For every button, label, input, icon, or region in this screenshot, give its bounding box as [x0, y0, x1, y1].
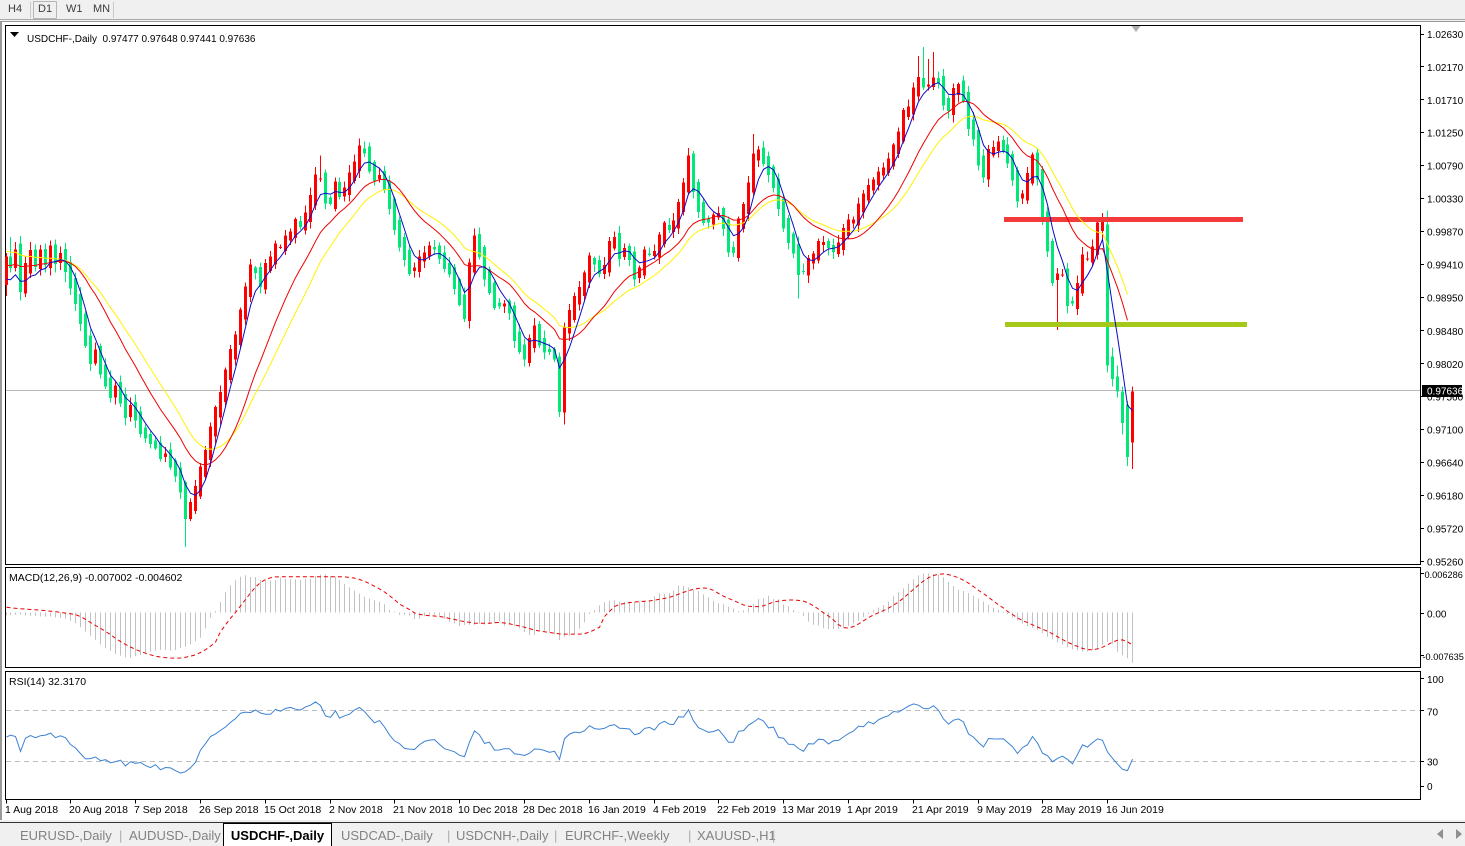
svg-text:13 Mar 2019: 13 Mar 2019 — [782, 804, 841, 816]
svg-text:1.01250: 1.01250 — [1427, 129, 1464, 140]
svg-text:10 Dec 2018: 10 Dec 2018 — [458, 804, 518, 816]
svg-text:0.97560: 0.97560 — [1427, 393, 1464, 404]
svg-text:1.00790: 1.00790 — [1427, 162, 1464, 173]
svg-text:100: 100 — [1427, 675, 1444, 686]
svg-text:28 May 2019: 28 May 2019 — [1041, 804, 1102, 816]
svg-text:1.02170: 1.02170 — [1427, 63, 1464, 74]
svg-text:RSI(14) 32.3170: RSI(14) 32.3170 — [9, 676, 86, 688]
svg-text:-0.007635: -0.007635 — [1423, 652, 1464, 662]
svg-text:0.96640: 0.96640 — [1427, 459, 1464, 470]
svg-text:7 Sep 2018: 7 Sep 2018 — [134, 804, 188, 816]
svg-text:0.96180: 0.96180 — [1427, 492, 1464, 503]
svg-text:2 Nov 2018: 2 Nov 2018 — [329, 804, 383, 816]
svg-text:MACD(12,26,9) -0.007002 -0.004: MACD(12,26,9) -0.007002 -0.004602 — [9, 572, 183, 584]
svg-text:70: 70 — [1427, 707, 1439, 718]
svg-text:30: 30 — [1427, 757, 1439, 768]
svg-text:21 Apr 2019: 21 Apr 2019 — [912, 804, 969, 816]
svg-text:20 Aug 2018: 20 Aug 2018 — [69, 804, 128, 816]
svg-text:15 Oct 2018: 15 Oct 2018 — [264, 804, 321, 816]
svg-text:4 Feb 2019: 4 Feb 2019 — [653, 804, 706, 816]
svg-text:0.006286: 0.006286 — [1425, 570, 1463, 580]
svg-text:26 Sep 2018: 26 Sep 2018 — [199, 804, 259, 816]
svg-text:0.97636: 0.97636 — [1427, 387, 1464, 398]
svg-text:0.98950: 0.98950 — [1427, 293, 1464, 304]
svg-text:28 Dec 2018: 28 Dec 2018 — [523, 804, 583, 816]
svg-text:0.95720: 0.95720 — [1427, 524, 1464, 535]
svg-text:0.99870: 0.99870 — [1427, 228, 1464, 239]
svg-text:1 Aug 2018: 1 Aug 2018 — [5, 804, 58, 816]
svg-text:1.00330: 1.00330 — [1427, 195, 1464, 206]
svg-text:0.95260: 0.95260 — [1427, 557, 1464, 568]
svg-text:0.98480: 0.98480 — [1427, 327, 1464, 338]
svg-text:21 Nov 2018: 21 Nov 2018 — [393, 804, 453, 816]
svg-text:0.98020: 0.98020 — [1427, 360, 1464, 371]
svg-text:16 Jun 2019: 16 Jun 2019 — [1106, 804, 1164, 816]
svg-text:USDCHF-,Daily 0.97477 0.97648: USDCHF-,Daily 0.97477 0.97648 0.97441 0.… — [27, 34, 256, 45]
svg-text:0.99410: 0.99410 — [1427, 260, 1464, 271]
svg-text:9 May 2019: 9 May 2019 — [977, 804, 1032, 816]
svg-text:0: 0 — [1427, 782, 1433, 793]
svg-text:0.97100: 0.97100 — [1427, 426, 1464, 437]
svg-text:1.01710: 1.01710 — [1427, 96, 1464, 107]
svg-text:1 Apr 2019: 1 Apr 2019 — [847, 804, 898, 816]
svg-text:22 Feb 2019: 22 Feb 2019 — [717, 804, 776, 816]
svg-text:16 Jan 2019: 16 Jan 2019 — [588, 804, 646, 816]
svg-text:1.02630: 1.02630 — [1427, 30, 1464, 41]
svg-text:0.00: 0.00 — [1427, 609, 1447, 620]
